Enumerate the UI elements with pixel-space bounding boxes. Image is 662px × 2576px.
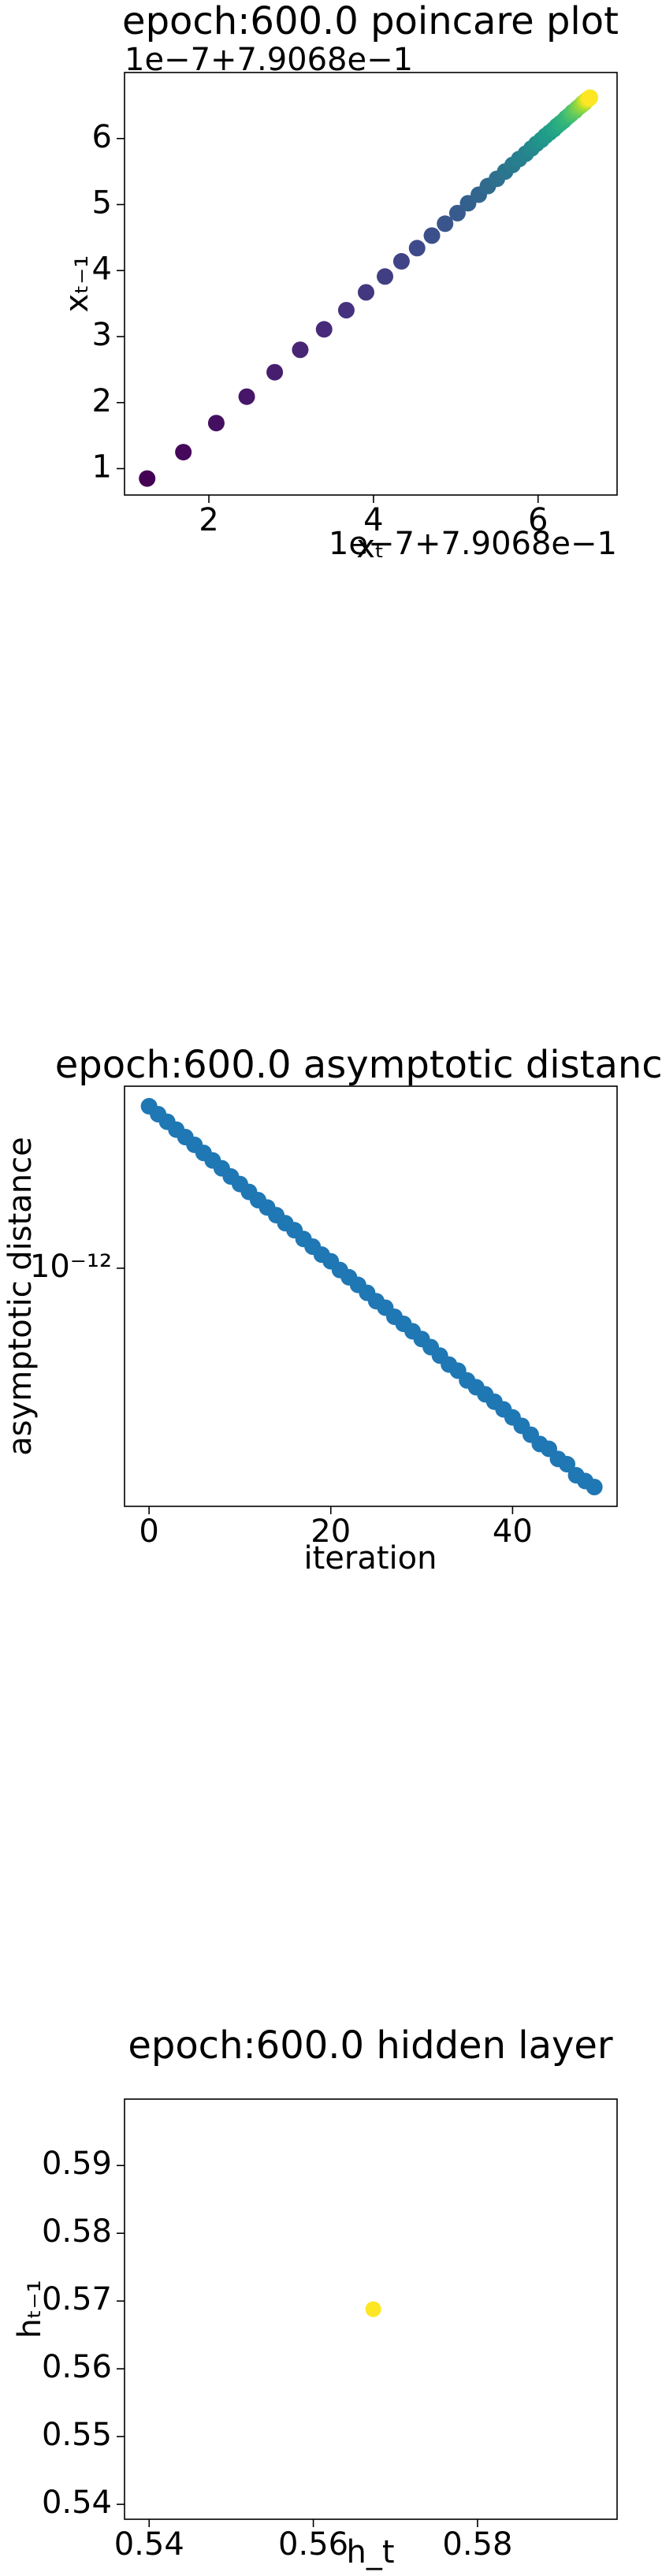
y-tick-label: 10⁻¹²	[30, 1249, 112, 1285]
point	[207, 415, 225, 432]
x-tick-label: 0.54	[114, 2526, 184, 2563]
y-tick-label: 4	[92, 251, 112, 287]
y-tick-label: 5	[92, 185, 112, 221]
y-tick-label: 0.55	[42, 2417, 112, 2453]
x-axis-label: xₜ	[356, 529, 384, 565]
point	[559, 1456, 576, 1473]
point	[139, 470, 156, 487]
point	[423, 227, 441, 244]
y-tick-label: 0.57	[42, 2281, 112, 2317]
y-tick-label: 0.58	[42, 2213, 112, 2250]
y-axis-label: asymptotic distance	[2, 1137, 39, 1456]
x-offset-text: 1e−7+7.9068e−1	[329, 526, 617, 562]
point	[392, 253, 410, 270]
point	[238, 388, 255, 405]
point	[408, 240, 426, 257]
point	[175, 444, 192, 461]
point	[377, 268, 394, 285]
point	[448, 204, 466, 221]
x-tick-label: 40	[493, 1513, 533, 1550]
x-tick-label: 0.56	[278, 2526, 348, 2563]
point	[337, 302, 355, 318]
y-tick-label: 6	[92, 119, 112, 155]
point	[315, 321, 333, 338]
plot-frame	[124, 72, 618, 496]
point	[586, 1479, 603, 1496]
point	[582, 89, 599, 106]
x-tick-label: 20	[311, 1513, 351, 1550]
y-tick-label: 0.54	[42, 2485, 112, 2521]
x-axis-label: h_t	[346, 2534, 394, 2570]
y-tick-label: 0.59	[42, 2146, 112, 2182]
y-tick-label: 1	[92, 449, 112, 486]
point	[437, 215, 454, 233]
point	[266, 363, 284, 381]
x-tick-label: 2	[199, 502, 218, 538]
chart-title: epoch:600.0 asymptotic distance	[55, 1043, 662, 1087]
chart-title: epoch:600.0 hidden layer	[128, 2023, 613, 2068]
y-tick-label: 3	[92, 317, 112, 353]
chart-title: epoch:600.0 poincare plot	[122, 0, 619, 43]
x-tick-label: 0.58	[442, 2526, 512, 2563]
point	[292, 341, 309, 359]
y-axis-label: xₜ₋₁	[59, 255, 95, 313]
y-tick-label: 2	[92, 383, 112, 419]
plot-frame	[124, 2098, 618, 2520]
y-offset-text: 1e−7+7.9068e−1	[125, 42, 413, 78]
plot-frame	[124, 1085, 618, 1507]
point	[365, 2301, 381, 2317]
x-tick-label: 4	[363, 502, 383, 538]
x-tick-label: 0	[139, 1513, 158, 1550]
x-tick-label: 6	[528, 502, 548, 538]
y-tick-label: 0.56	[42, 2349, 112, 2385]
x-axis-label: iteration	[304, 1540, 437, 1576]
point	[357, 284, 374, 301]
y-axis-label: hₜ₋₁	[12, 2280, 48, 2338]
